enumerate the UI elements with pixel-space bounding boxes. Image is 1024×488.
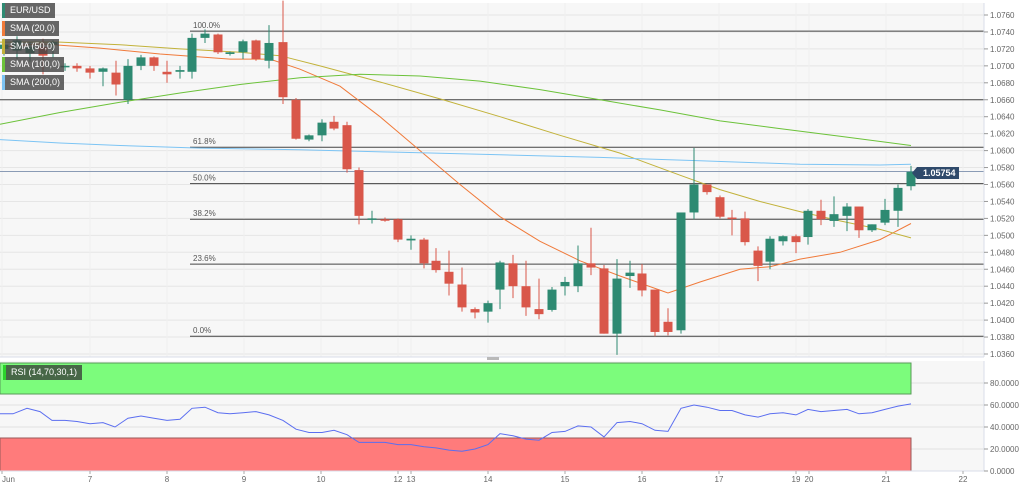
svg-text:1.0660: 1.0660 — [990, 96, 1015, 105]
svg-text:13: 13 — [407, 475, 416, 484]
svg-text:1.0420: 1.0420 — [990, 299, 1015, 308]
candlesticks — [0, 0, 916, 355]
svg-text:40.0000: 40.0000 — [990, 423, 1019, 432]
main-plot-area[interactable] — [0, 3, 984, 357]
svg-text:1.0380: 1.0380 — [990, 333, 1015, 342]
price-axis: 1.0760 1.0740 1.0720 1.0700 1.0680 1.0660 1.06… — [984, 11, 1015, 359]
svg-text:1.0520: 1.0520 — [990, 214, 1015, 223]
svg-text:23.6%: 23.6% — [193, 254, 216, 263]
svg-text:21: 21 — [882, 475, 891, 484]
svg-text:38.2%: 38.2% — [193, 209, 216, 218]
svg-text:14: 14 — [484, 475, 493, 484]
svg-text:1.0540: 1.0540 — [990, 197, 1015, 206]
svg-text:1.0480: 1.0480 — [990, 248, 1015, 257]
svg-text:1.0740: 1.0740 — [990, 28, 1015, 37]
rsi-legend[interactable]: RSI (14,70,30,1) — [3, 365, 83, 380]
svg-text:80.0000: 80.0000 — [990, 379, 1019, 388]
svg-text:1.0440: 1.0440 — [990, 282, 1015, 291]
svg-text:1.0460: 1.0460 — [990, 265, 1015, 274]
svg-text:22: 22 — [959, 475, 968, 484]
current-price-badge: 1.05754 — [912, 167, 959, 179]
legend-sma-200[interactable]: SMA (200,0) — [2, 75, 65, 90]
svg-text:Jun: Jun — [2, 475, 15, 484]
rsi-axis: 80.0000 60.0000 40.0000 20.0000 0.0000 — [984, 379, 1019, 476]
svg-text:9: 9 — [242, 475, 247, 484]
svg-text:1.0760: 1.0760 — [990, 11, 1015, 20]
svg-text:17: 17 — [715, 475, 724, 484]
svg-text:1.0400: 1.0400 — [990, 316, 1015, 325]
svg-text:1.0500: 1.0500 — [990, 231, 1015, 240]
svg-text:8: 8 — [165, 475, 170, 484]
svg-text:0.0000: 0.0000 — [990, 467, 1015, 476]
rsi-line — [0, 403, 912, 452]
svg-text:50.0%: 50.0% — [193, 174, 216, 183]
svg-text:12: 12 — [394, 475, 403, 484]
svg-text:1.0620: 1.0620 — [990, 130, 1015, 139]
svg-text:100.0%: 100.0% — [193, 21, 220, 30]
sma-lines — [0, 41, 912, 294]
legend-sma-20[interactable]: SMA (20,0) — [2, 21, 60, 36]
legend-sma-100[interactable]: SMA (100,0) — [2, 57, 65, 72]
svg-text:7: 7 — [88, 475, 93, 484]
svg-text:16: 16 — [638, 475, 647, 484]
svg-text:1.0680: 1.0680 — [990, 79, 1015, 88]
svg-text:19: 19 — [792, 475, 801, 484]
legend-sma-50[interactable]: SMA (50,0) — [2, 39, 60, 54]
svg-text:1.0720: 1.0720 — [990, 45, 1015, 54]
svg-text:60.0000: 60.0000 — [990, 401, 1019, 410]
svg-text:1.0580: 1.0580 — [990, 164, 1015, 173]
svg-text:1.0700: 1.0700 — [990, 62, 1015, 71]
fibonacci-levels: 100.0% 61.8% 50.0% 38.2% 23.6% 0.0% — [0, 21, 984, 337]
svg-text:20: 20 — [805, 475, 814, 484]
svg-text:15: 15 — [561, 475, 570, 484]
svg-text:1.0600: 1.0600 — [990, 147, 1015, 156]
svg-text:1.0360: 1.0360 — [990, 350, 1015, 359]
svg-text:1.0640: 1.0640 — [990, 113, 1015, 122]
indicator-legend: EUR/USD SMA (20,0) SMA (50,0) SMA (100,0… — [2, 3, 65, 90]
svg-text:61.8%: 61.8% — [193, 137, 216, 146]
symbol-label[interactable]: EUR/USD — [2, 3, 55, 18]
svg-text:1.0560: 1.0560 — [990, 181, 1015, 190]
svg-text:10: 10 — [317, 475, 326, 484]
svg-text:20.0000: 20.0000 — [990, 445, 1019, 454]
svg-text:0.0%: 0.0% — [193, 326, 211, 335]
rsi-zones — [0, 362, 912, 472]
time-axis: Jun 7 8 9 10 12 13 14 15 16 17 19 20 21 22 — [0, 470, 984, 484]
pane-resize-handle[interactable] — [487, 357, 499, 360]
